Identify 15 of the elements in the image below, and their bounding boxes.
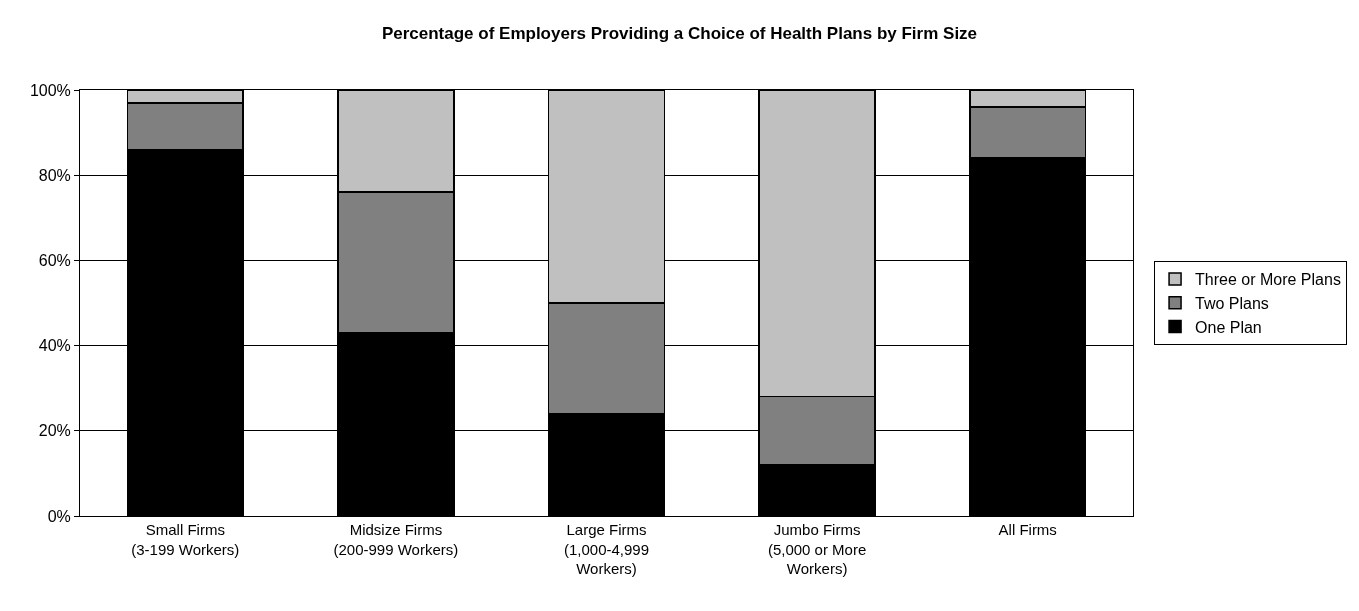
y-tick-label: 0% [47, 507, 71, 525]
y-tick-label: 20% [38, 422, 71, 440]
y-tick-label: 100% [29, 81, 71, 99]
y-tick-label: 80% [38, 166, 71, 184]
x-tick-label: Small Firms (3-199 Workers) [131, 521, 240, 558]
legend-label: Three or More Plans [1195, 271, 1341, 289]
x-tick-label: All Firms [998, 521, 1057, 538]
y-tick-label: 60% [38, 252, 71, 269]
legend-label: Two Plans [1195, 294, 1269, 312]
x-tick-label: Jumbo Firms (5,000 or More Workers) [767, 521, 867, 577]
x-tick-label: Large Firms (1,000-4,999 Workers) [563, 521, 650, 577]
legend-label: One Plan [1195, 318, 1262, 336]
y-tick-label: 40% [38, 337, 71, 355]
chart-title: Percentage of Employers Providing a Choice of Health Plans by Firm Size [381, 24, 978, 44]
x-tick-label: Midsize Firms (200-999 Workers) [333, 521, 459, 558]
